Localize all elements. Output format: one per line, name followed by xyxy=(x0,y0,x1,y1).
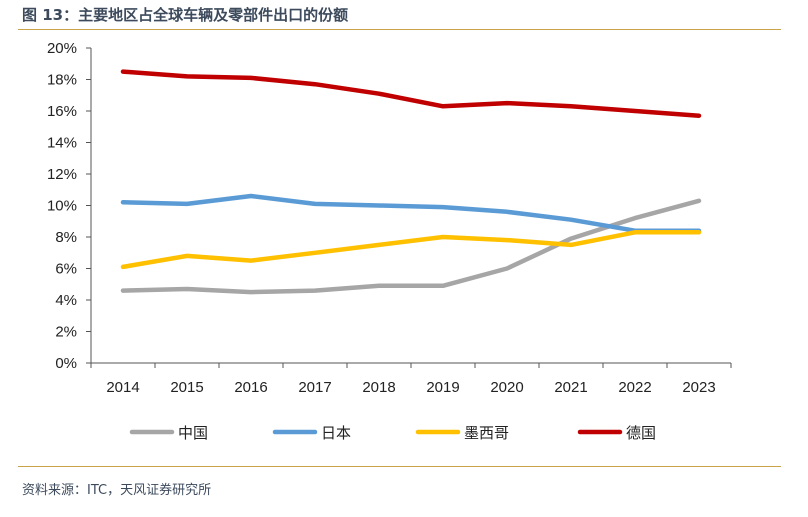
legend: 中国 日本 墨西哥 德国 xyxy=(129,424,656,442)
y-tick-labels: 0% 2% 4% 6% 8% 10% 12% 14% 16% 18% 20% xyxy=(47,40,77,372)
legend-label-0: 中国 xyxy=(178,424,208,442)
x-tick-label: 2021 xyxy=(554,379,587,396)
series-line-2 xyxy=(120,230,702,270)
x-tick-label: 2022 xyxy=(618,379,651,396)
y-tick-label: 4% xyxy=(55,292,77,309)
line-chart: 0%2%4%6%8%10%12%14%16%18%20% 2014 2015 201… xyxy=(47,40,732,442)
bottom-divider xyxy=(18,466,781,467)
x-tick-label: 2015 xyxy=(170,379,203,396)
y-tick-label: 0% xyxy=(55,355,77,372)
x-tick-label: 2014 xyxy=(106,379,139,396)
series-line-1 xyxy=(120,193,702,233)
y-tick-label: 6% xyxy=(55,261,77,278)
y-tick-label: 8% xyxy=(55,229,77,246)
top-divider xyxy=(18,29,781,30)
chart-axes xyxy=(86,47,732,368)
series-line-0 xyxy=(120,198,702,295)
x-tick-label: 2023 xyxy=(682,379,715,396)
x-tick-label: 2018 xyxy=(362,379,395,396)
y-tick-label: 16% xyxy=(47,103,77,120)
y-tick-label: 18% xyxy=(47,72,77,89)
y-tick-label: 14% xyxy=(47,135,77,152)
chart-title: 图 13：主要地区占全球车辆及零部件出口的份额 xyxy=(22,6,349,24)
x-tick-label: 2016 xyxy=(234,379,267,396)
source-note: 资料来源：ITC，天风证券研究所 xyxy=(22,483,212,498)
y-tick-label: 20% xyxy=(47,40,77,57)
x-tick-label: 2019 xyxy=(426,379,459,396)
series-line-3 xyxy=(120,69,702,118)
legend-label-2: 墨西哥 xyxy=(464,424,509,442)
legend-label-3: 德国 xyxy=(626,424,656,442)
y-tick-label: 12% xyxy=(47,166,77,183)
y-tick-label: 10% xyxy=(47,198,77,215)
x-tick-labels: 2014 2015 2016 2017 2018 2019 2020 2021 2022 2023 xyxy=(106,379,715,396)
legend-label-1: 日本 xyxy=(321,424,351,442)
y-tick-label: 2% xyxy=(55,324,77,341)
x-tick-label: 2017 xyxy=(298,379,331,396)
x-tick-label: 2020 xyxy=(490,379,523,396)
series-lines xyxy=(120,69,702,295)
